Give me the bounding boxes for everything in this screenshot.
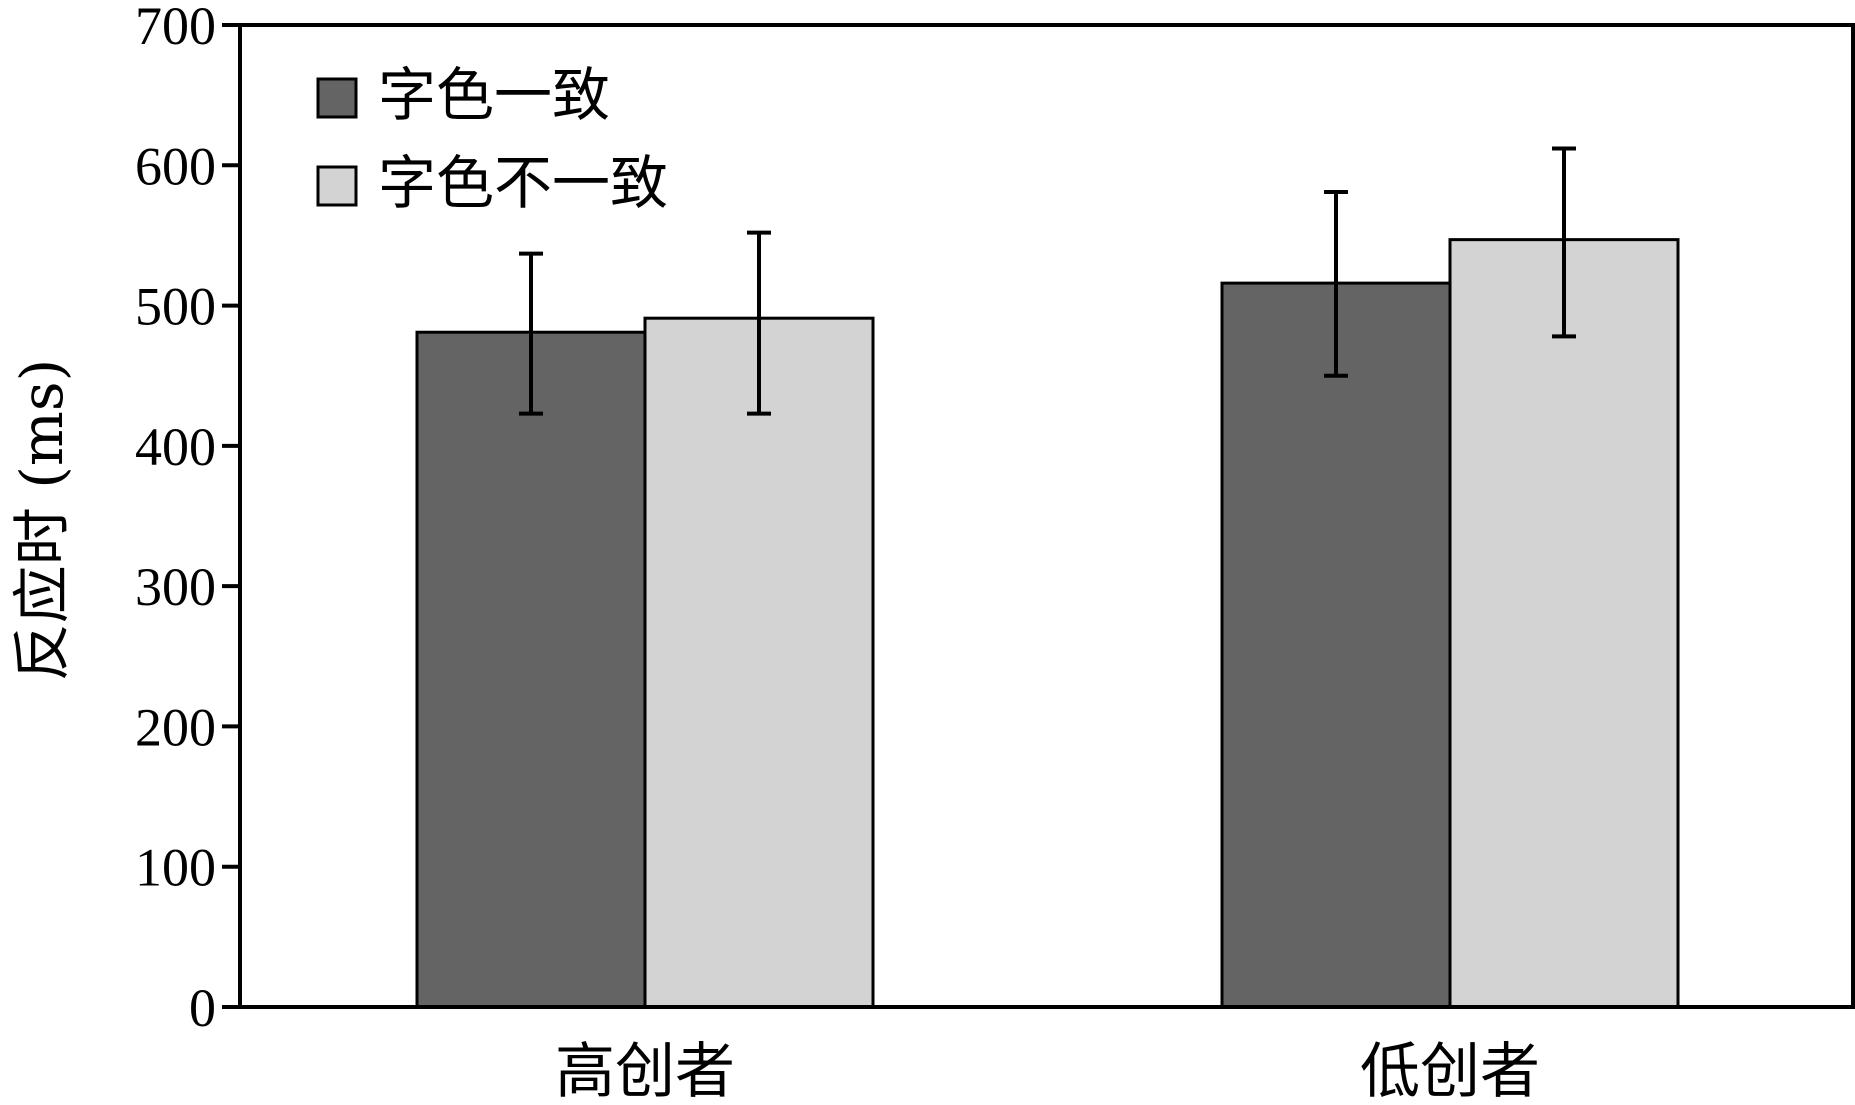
legend-label: 字色一致 <box>378 61 610 129</box>
y-tick-label: 200 <box>135 697 216 757</box>
y-tick-label: 300 <box>135 557 216 617</box>
y-tick-label: 700 <box>135 0 216 56</box>
bars-layer <box>415 238 1680 1009</box>
plot-frame <box>238 23 1855 1009</box>
bar <box>643 316 875 1009</box>
y-axis-title: 反应时 (ms) <box>8 359 76 681</box>
y-tick-label: 600 <box>135 136 216 196</box>
x-category-labels: 高创者 低创者 <box>555 1037 1540 1105</box>
bar <box>1220 281 1452 1009</box>
legend-swatch <box>316 165 358 207</box>
legend-label: 字色不一致 <box>378 149 668 217</box>
y-tick-label: 100 <box>135 838 216 898</box>
x-category-label: 低创者 <box>1360 1037 1540 1105</box>
y-tick-label: 0 <box>189 978 216 1038</box>
bar <box>415 330 647 1009</box>
error-bars-layer <box>519 146 1576 416</box>
x-category-label: 高创者 <box>555 1037 735 1105</box>
bar <box>1448 238 1680 1009</box>
legend-swatch <box>316 77 358 119</box>
axes-layer <box>238 23 1855 1009</box>
y-tick-label: 400 <box>135 417 216 477</box>
y-ticks-layer: 0 100 200 300 400 500 600 700 <box>135 0 240 1038</box>
y-tick-label: 500 <box>135 277 216 337</box>
